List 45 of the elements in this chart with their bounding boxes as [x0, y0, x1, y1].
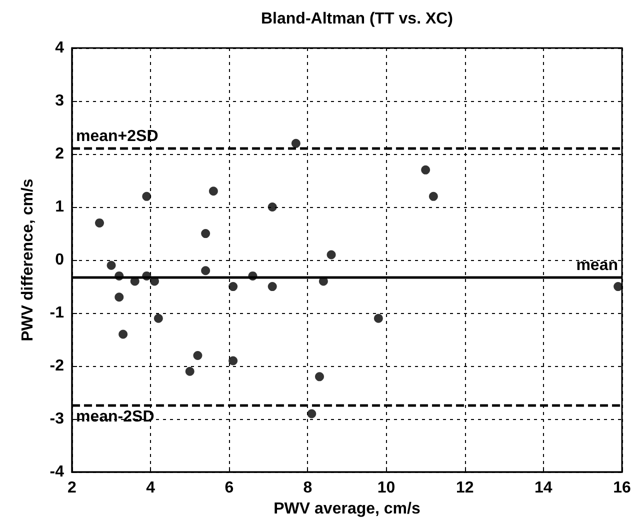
point [315, 372, 324, 382]
point [228, 356, 238, 366]
point [428, 192, 438, 201]
x-axis-title: PWV average, cm/s [274, 500, 420, 518]
ref-line-label: mean+2SD [76, 128, 158, 146]
point [95, 218, 104, 228]
chart-title: Bland-Altman (TT vs. XC) [260, 10, 454, 28]
ref-line-label: mean [576, 257, 618, 274]
point [201, 229, 210, 238]
x-tick-label: 14 [534, 480, 552, 497]
point [142, 192, 152, 201]
y-tick-label: -4 [50, 464, 64, 481]
point [268, 202, 277, 212]
y-axis-title: PWV difference, cm/s [20, 178, 36, 342]
point [268, 282, 277, 292]
point [193, 350, 202, 360]
x-tick-label: 6 [224, 480, 234, 497]
point [228, 282, 238, 292]
y-tick-label: 1 [55, 198, 64, 216]
y-tick-label: -2 [50, 358, 64, 375]
x-tick-label: 2 [68, 480, 77, 497]
point [326, 250, 336, 260]
y-tick-label: -1 [50, 304, 64, 322]
point [421, 165, 430, 174]
x-tick-label: 10 [377, 480, 396, 497]
y-tick-label: 3 [55, 92, 64, 110]
y-tick-label: 4 [55, 40, 64, 56]
x-tick-label: 16 [613, 480, 631, 497]
point [154, 314, 163, 323]
point [114, 292, 124, 302]
x-tick-label: 4 [146, 480, 156, 497]
y-tick-label: -3 [50, 410, 64, 428]
point [106, 260, 116, 270]
point [118, 330, 128, 339]
point [185, 366, 194, 376]
ref-line-label: mean-2SD [76, 408, 154, 426]
point [307, 409, 316, 418]
y-tick-label: 0 [55, 252, 64, 269]
point [374, 314, 383, 323]
point [201, 266, 210, 276]
x-tick-label: 8 [303, 480, 312, 497]
point [291, 138, 300, 148]
x-tick-label: 12 [456, 480, 474, 497]
y-tick-label: 2 [55, 146, 64, 163]
point [208, 186, 218, 196]
